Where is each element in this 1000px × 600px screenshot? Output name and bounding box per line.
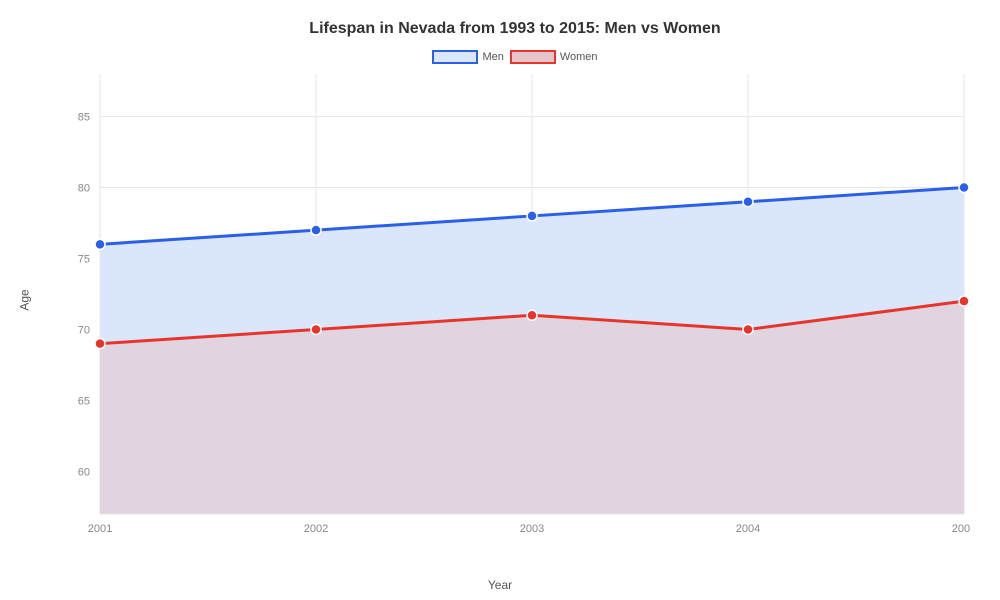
svg-text:80: 80: [78, 183, 90, 195]
svg-text:85: 85: [78, 112, 90, 124]
y-axis-label: Age: [18, 289, 32, 310]
x-axis-label: Year: [488, 578, 512, 592]
svg-text:70: 70: [78, 324, 90, 336]
chart-svg: 2001 2002 2003 2004 2005 60 65 70 75 80 85: [60, 74, 970, 544]
svg-text:2003: 2003: [520, 523, 544, 535]
svg-text:2004: 2004: [736, 523, 760, 535]
svg-text:65: 65: [78, 395, 90, 407]
legend-item-men: Men: [432, 50, 503, 64]
svg-text:2005: 2005: [952, 523, 970, 535]
svg-text:60: 60: [78, 466, 90, 478]
legend-swatch-men: [432, 50, 478, 64]
svg-text:2002: 2002: [304, 523, 328, 535]
chart-title: Lifespan in Nevada from 1993 to 2015: Me…: [60, 20, 970, 38]
chart-container: Lifespan in Nevada from 1993 to 2015: Me…: [0, 0, 1000, 600]
svg-text:2001: 2001: [88, 523, 112, 535]
legend-item-women: Women: [510, 50, 598, 64]
legend: Men Women: [60, 50, 970, 64]
plot-area: 2001 2002 2003 2004 2005 60 65 70 75 80 85: [60, 74, 970, 544]
legend-swatch-women: [510, 50, 556, 64]
legend-label-men: Men: [482, 51, 503, 63]
legend-label-women: Women: [560, 51, 598, 63]
svg-text:75: 75: [78, 254, 90, 266]
